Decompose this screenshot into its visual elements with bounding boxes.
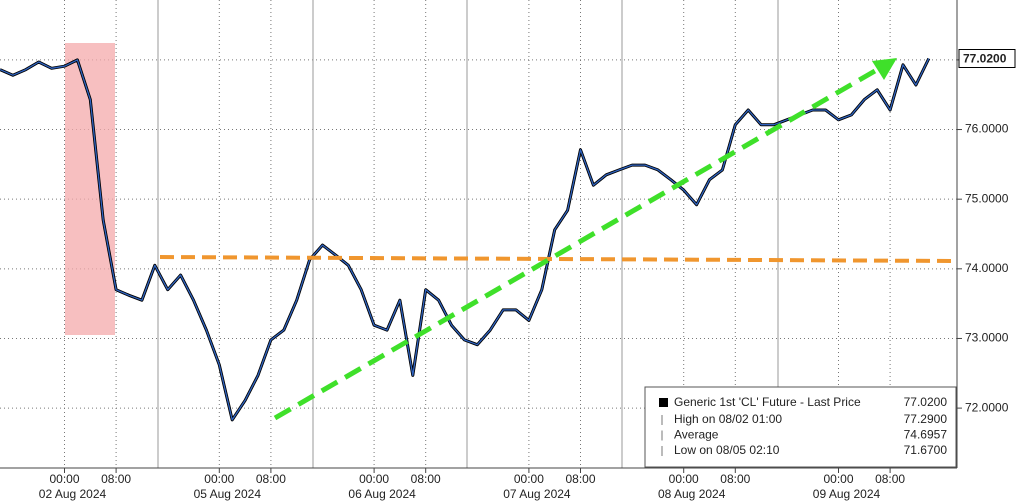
legend-stat-value: 71.6700 xyxy=(904,443,948,457)
resistance-line xyxy=(159,255,958,263)
y-tick-label: 72.0000 xyxy=(965,400,1009,414)
x-tick-label: 00:00 xyxy=(49,472,79,486)
x-date-label: 08 Aug 2024 xyxy=(658,487,726,501)
x-date-label: 05 Aug 2024 xyxy=(194,487,262,501)
last-price-label: 77.0200 xyxy=(963,52,1007,66)
trend-arrow-head xyxy=(872,58,897,80)
x-date-label: 02 Aug 2024 xyxy=(39,487,107,501)
y-tick-label: 73.0000 xyxy=(965,331,1009,345)
legend-stat-value: 74.6957 xyxy=(904,428,948,442)
legend-last-value: 77.0200 xyxy=(904,395,948,409)
legend-series-name: Generic 1st 'CL' Future - Last Price xyxy=(674,395,861,409)
x-tick-label: 08:00 xyxy=(720,472,750,486)
legend-stat-name: Average xyxy=(674,428,719,442)
last-price-badge xyxy=(958,49,1016,68)
legend-box xyxy=(644,386,957,468)
price-line xyxy=(0,58,930,421)
x-date-label: 09 Aug 2024 xyxy=(813,487,881,501)
y-tick-label: 75.0000 xyxy=(965,191,1009,205)
y-tick-label: 74.0000 xyxy=(965,261,1009,275)
x-tick-label: 08:00 xyxy=(256,472,286,486)
trend-arrow xyxy=(273,65,882,421)
y-tick-label: 76.0000 xyxy=(965,122,1009,136)
legend-stat-name: Low on 08/05 02:10 xyxy=(674,443,780,457)
x-tick-label: 08:00 xyxy=(565,472,595,486)
x-tick-label: 08:00 xyxy=(875,472,905,486)
x-date-label: 06 Aug 2024 xyxy=(348,487,416,501)
x-tick-label: 00:00 xyxy=(514,472,544,486)
legend-swatch xyxy=(659,398,668,407)
x-date-label: 07 Aug 2024 xyxy=(503,487,571,501)
x-tick-label: 08:00 xyxy=(411,472,441,486)
x-tick-label: 08:00 xyxy=(101,472,131,486)
legend xyxy=(644,386,957,468)
highlight-box xyxy=(65,43,115,335)
legend-stat-value: 77.2900 xyxy=(904,412,948,426)
x-tick-label: 00:00 xyxy=(823,472,853,486)
x-tick-label: 00:00 xyxy=(669,472,699,486)
x-tick-label: 00:00 xyxy=(359,472,389,486)
legend-stat-name: High on 08/02 01:00 xyxy=(674,412,782,426)
x-tick-label: 00:00 xyxy=(204,472,234,486)
